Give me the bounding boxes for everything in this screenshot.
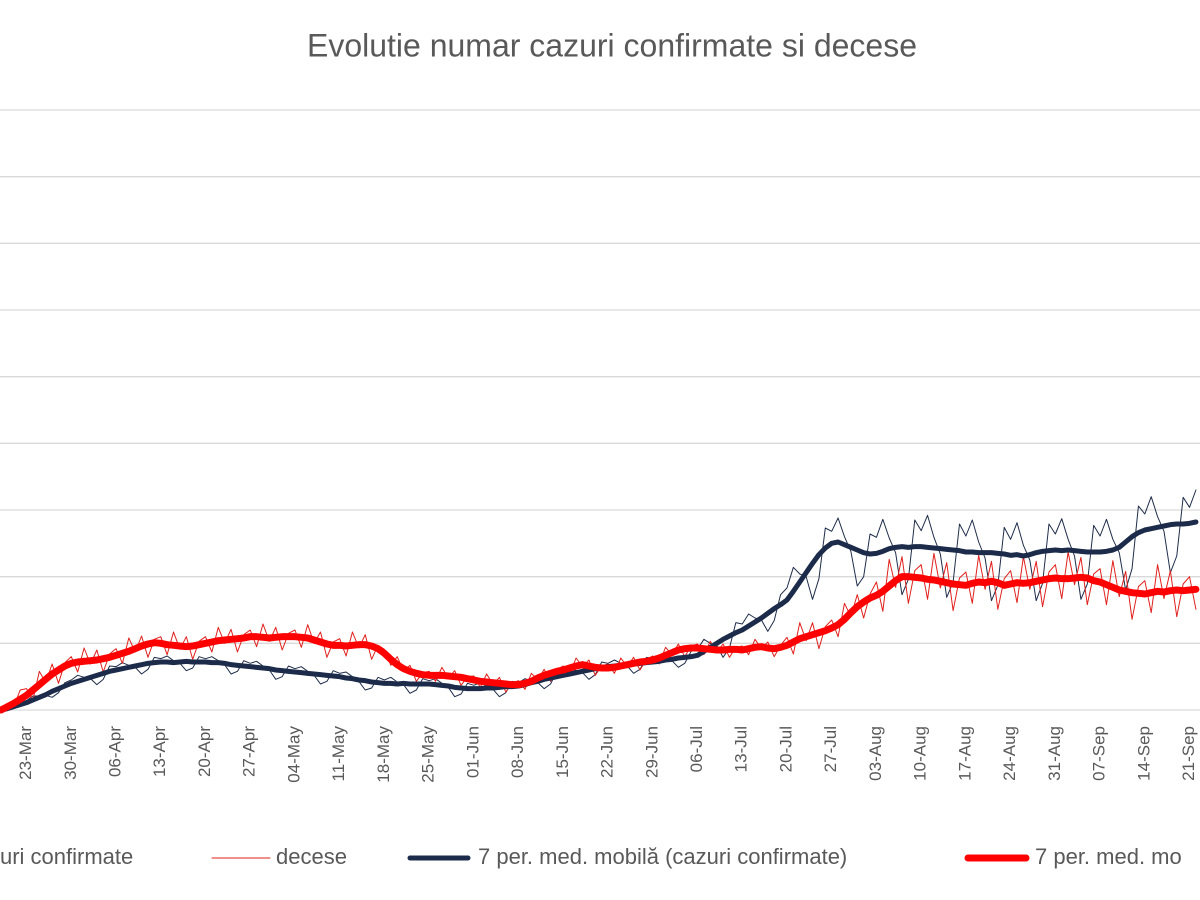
x-tick-label: 04-May [284, 726, 303, 783]
x-tick-label: 27-Apr [240, 726, 259, 777]
legend-label: 7 per. med. mobilă (cazuri confirmate) [478, 844, 847, 869]
x-tick-label: 23-Mar [16, 726, 35, 780]
x-tick-label: 24-Aug [1000, 726, 1019, 781]
series-line [0, 573, 1200, 714]
x-tick-label: 03-Aug [866, 726, 885, 781]
x-tick-label: 30-Mar [61, 726, 80, 780]
series-line [0, 551, 1197, 711]
x-tick-label: 11-May [329, 726, 348, 782]
x-tick-label: 17-Aug [955, 726, 974, 781]
legend-label: uri confirmate [0, 844, 133, 869]
x-tick-label: 20-Apr [195, 726, 214, 777]
x-tick-label: 08-Jun [508, 726, 527, 778]
x-tick-label: 06-Jul [687, 726, 706, 772]
x-tick-label: 01-Jun [463, 726, 482, 778]
x-tick-label: 13-Jul [732, 726, 751, 772]
x-tick-label: 13-Apr [150, 726, 169, 777]
chart-title: Evolutie numar cazuri confirmate si dece… [307, 27, 917, 63]
x-tick-label: 29-Jun [642, 726, 661, 778]
x-tick-label: 10-Aug [911, 726, 930, 781]
x-tick-label: 25-May [419, 726, 438, 783]
x-tick-label: 18-May [374, 726, 393, 783]
x-tick-label: 07-Sep [1090, 726, 1109, 781]
legend-label: decese [276, 844, 347, 869]
x-tick-label: 15-Jun [553, 726, 572, 778]
x-tick-label: 31-Aug [1045, 726, 1064, 781]
legend-label: 7 per. med. mo [1035, 844, 1182, 869]
series-line [0, 519, 1199, 713]
x-tick-label: 20-Jul [776, 726, 795, 772]
x-tick-label: 27-Jul [821, 726, 840, 772]
x-tick-label: 22-Jun [598, 726, 617, 778]
x-tick-label: 21-Sep [1179, 726, 1198, 781]
x-tick-label: 14-Sep [1134, 726, 1153, 781]
x-tick-label: 06-Apr [106, 726, 125, 777]
